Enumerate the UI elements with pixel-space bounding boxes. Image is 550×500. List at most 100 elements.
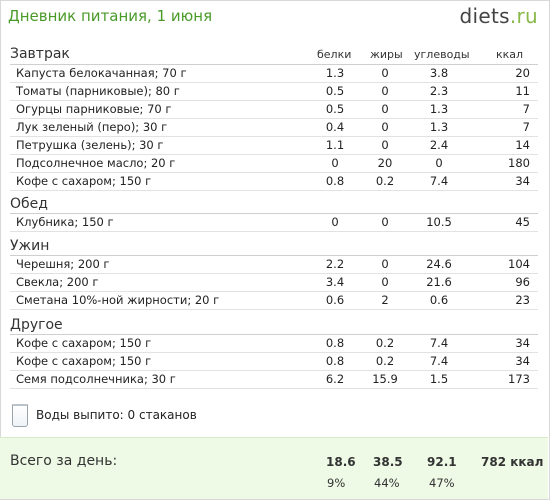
- fat-value: 15.9: [372, 372, 398, 386]
- table-row: Томаты (парниковые); 80 г 0.5 0 2.3 11: [10, 83, 538, 101]
- food-name: Семя подсолнечника; 30 г: [16, 372, 176, 386]
- food-name: Сметана 10%-ной жирности; 20 г: [16, 293, 220, 307]
- protein-value: 0: [331, 215, 339, 229]
- logo-tld: ru: [516, 4, 538, 28]
- fat-value: 2: [381, 293, 389, 307]
- column-header-carbs: углеводы: [414, 48, 470, 61]
- glass-icon: [12, 404, 28, 427]
- food-name: Кофе с сахаром; 150 г: [16, 354, 152, 368]
- carbs-value: 7.4: [429, 174, 449, 188]
- total-fat: 38.5: [373, 455, 403, 469]
- section-title-breakfast: Завтрак: [10, 46, 70, 62]
- food-name: Томаты (парниковые); 80 г: [16, 84, 180, 98]
- daily-total-panel: Всего за день: 18.6 38.5 92.1 782 ккал 9…: [0, 437, 548, 499]
- total-carbs: 92.1: [427, 455, 457, 469]
- total-kcal: 782 ккал: [481, 455, 544, 469]
- total-label: Всего за день:: [10, 453, 118, 469]
- kcal-value: 7: [522, 102, 530, 116]
- column-header-protein: белки: [317, 48, 352, 61]
- kcal-value: 11: [515, 84, 530, 98]
- carbs-value: 10.5: [426, 215, 452, 229]
- kcal-value: 23: [515, 293, 530, 307]
- food-name: Лук зеленый (перо); 30 г: [16, 120, 168, 134]
- carbs-value: 1.5: [429, 372, 449, 386]
- fat-value: 0: [381, 102, 389, 116]
- water-text: Воды выпито: 0 стаканов: [36, 408, 197, 422]
- protein-value: 0.4: [325, 120, 345, 134]
- carbs-value: 24.6: [426, 257, 452, 271]
- logo-main: diets: [459, 4, 510, 28]
- protein-value: 2.2: [325, 257, 345, 271]
- food-name: Кофе с сахаром; 150 г: [16, 174, 152, 188]
- carbs-value: 0.6: [429, 293, 449, 307]
- table-row: Лук зеленый (перо); 30 г 0.4 0 1.3 7: [10, 119, 538, 137]
- food-name: Подсолнечное масло; 20 г: [16, 156, 176, 170]
- section-divider: [10, 255, 538, 256]
- kcal-value: 34: [515, 354, 530, 368]
- diets-logo[interactable]: diets.ru: [460, 4, 539, 28]
- protein-value: 1.1: [325, 138, 345, 152]
- kcal-value: 20: [515, 66, 530, 80]
- section-title-lunch: Обед: [10, 196, 48, 212]
- header: Дневник питания, 1 июня diets.ru: [0, 0, 550, 36]
- table-row: Сметана 10%-ной жирности; 20 г 0.6 2 0.6…: [10, 292, 538, 310]
- carbs-value: 2.4: [429, 138, 449, 152]
- protein-value: 0.5: [325, 84, 345, 98]
- column-header-kcal: ккал: [496, 48, 524, 61]
- logo-dot: .: [509, 4, 517, 28]
- carbs-value: 7.4: [429, 354, 449, 368]
- protein-value: 0.5: [325, 102, 345, 116]
- food-name: Клубника; 150 г: [16, 215, 114, 229]
- food-name: Петрушка (зелень); 30 г: [16, 138, 164, 152]
- protein-value: 0.8: [325, 174, 345, 188]
- protein-value: 0: [331, 156, 339, 170]
- protein-value: 0.8: [325, 336, 345, 350]
- section-divider: [10, 64, 538, 65]
- table-row: Семя подсолнечника; 30 г 6.2 15.9 1.5 17…: [10, 371, 538, 389]
- fat-value: 0: [381, 66, 389, 80]
- section-divider: [10, 213, 538, 214]
- kcal-value: 14: [515, 138, 530, 152]
- carbs-value: 1.3: [429, 120, 449, 134]
- section-title-dinner: Ужин: [10, 238, 50, 254]
- kcal-value: 7: [522, 120, 530, 134]
- section-title-other: Другое: [10, 317, 63, 333]
- protein-value: 6.2: [325, 372, 345, 386]
- table-row: Кофе с сахаром; 150 г 0.8 0.2 7.4 34: [10, 173, 538, 191]
- section-divider: [10, 334, 538, 335]
- carbs-value: 2.3: [429, 84, 449, 98]
- table-row: Кофе с сахаром; 150 г 0.8 0.2 7.4 34: [10, 353, 538, 371]
- table-row: Огурцы парниковые; 70 г 0.5 0 1.3 7: [10, 101, 538, 119]
- kcal-value: 173: [508, 372, 530, 386]
- protein-percent: 9%: [327, 476, 346, 490]
- page-title: Дневник питания, 1 июня: [8, 7, 213, 25]
- fat-value: 0: [381, 138, 389, 152]
- food-name: Черешня; 200 г: [16, 257, 110, 271]
- kcal-value: 104: [508, 257, 530, 271]
- fat-value: 0.2: [375, 174, 395, 188]
- table-row: Кофе с сахаром; 150 г 0.8 0.2 7.4 34: [10, 335, 538, 353]
- fat-value: 0: [381, 215, 389, 229]
- water-row: Воды выпито: 0 стаканов: [12, 404, 312, 428]
- protein-value: 0.6: [325, 293, 345, 307]
- total-protein: 18.6: [326, 455, 356, 469]
- table-row: Черешня; 200 г 2.2 0 24.6 104: [10, 256, 538, 274]
- table-row: Свекла; 200 г 3.4 0 21.6 96: [10, 274, 538, 292]
- table-row: Клубника; 150 г 0 0 10.5 45: [10, 214, 538, 232]
- carbs-value: 21.6: [426, 275, 452, 289]
- protein-value: 1.3: [325, 66, 345, 80]
- column-header-fat: жиры: [370, 48, 403, 61]
- table-row: Подсолнечное масло; 20 г 0 20 0 180: [10, 155, 538, 173]
- fat-value: 0: [381, 120, 389, 134]
- protein-value: 0.8: [325, 354, 345, 368]
- fat-value: 0.2: [375, 336, 395, 350]
- carbs-value: 0: [435, 156, 443, 170]
- kcal-value: 34: [515, 174, 530, 188]
- fat-value: 0.2: [375, 354, 395, 368]
- food-name: Свекла; 200 г: [16, 275, 99, 289]
- table-row: Петрушка (зелень); 30 г 1.1 0 2.4 14: [10, 137, 538, 155]
- carbs-value: 7.4: [429, 336, 449, 350]
- protein-value: 3.4: [325, 275, 345, 289]
- fat-value: 0: [381, 84, 389, 98]
- fat-percent: 44%: [374, 476, 400, 490]
